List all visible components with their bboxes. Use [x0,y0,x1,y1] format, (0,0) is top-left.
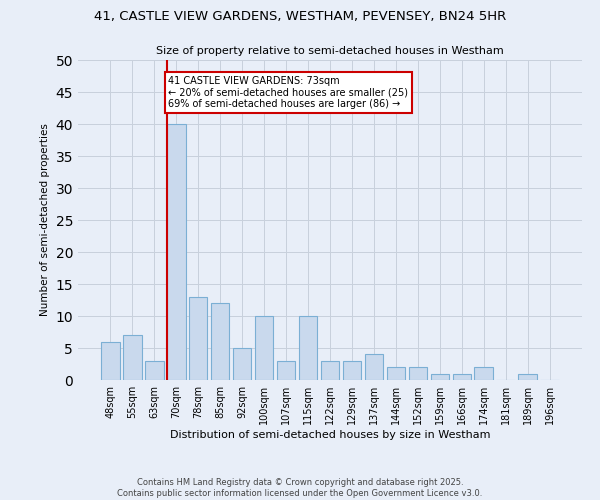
Title: Size of property relative to semi-detached houses in Westham: Size of property relative to semi-detach… [156,46,504,56]
Bar [409,367,427,380]
Text: Contains HM Land Registry data © Crown copyright and database right 2025.
Contai: Contains HM Land Registry data © Crown c… [118,478,482,498]
Bar [123,335,142,380]
X-axis label: Distribution of semi-detached houses by size in Westham: Distribution of semi-detached houses by … [170,430,490,440]
Bar [343,361,361,380]
Bar [167,124,185,380]
Bar [320,361,340,380]
Y-axis label: Number of semi-detached properties: Number of semi-detached properties [40,124,50,316]
Bar [431,374,449,380]
Bar [475,367,493,380]
Bar [233,348,251,380]
Bar [211,303,229,380]
Bar [518,374,537,380]
Bar [145,361,164,380]
Bar [386,367,405,380]
Bar [299,316,317,380]
Bar [365,354,383,380]
Bar [277,361,295,380]
Bar [255,316,274,380]
Bar [189,297,208,380]
Text: 41, CASTLE VIEW GARDENS, WESTHAM, PEVENSEY, BN24 5HR: 41, CASTLE VIEW GARDENS, WESTHAM, PEVENS… [94,10,506,23]
Bar [452,374,471,380]
Bar [101,342,119,380]
Text: 41 CASTLE VIEW GARDENS: 73sqm
← 20% of semi-detached houses are smaller (25)
69%: 41 CASTLE VIEW GARDENS: 73sqm ← 20% of s… [169,76,409,109]
